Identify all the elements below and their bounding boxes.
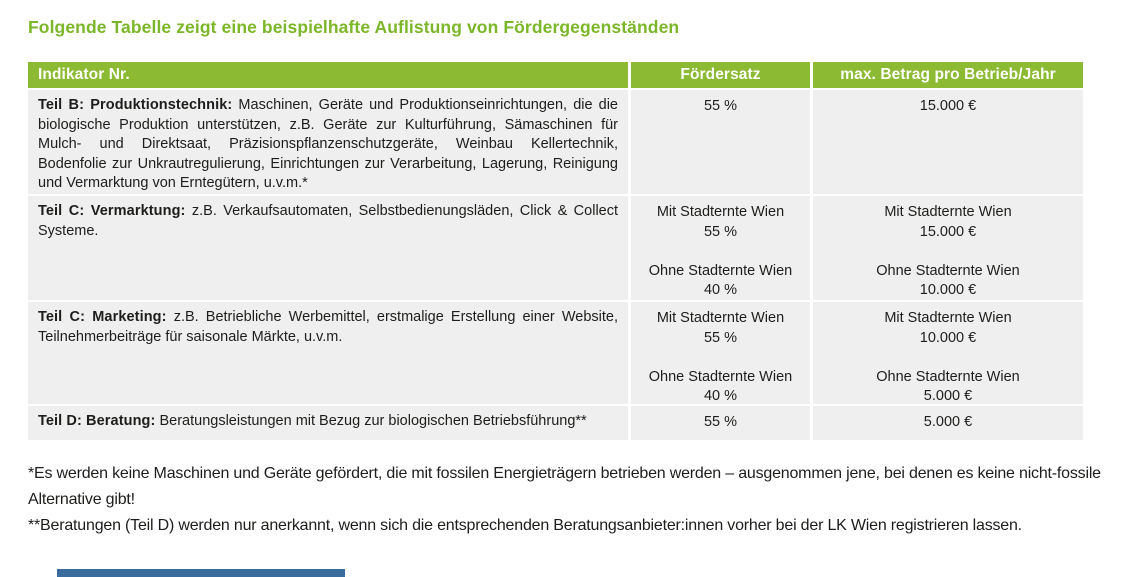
row-teil-b-description-cell: Teil B: Produktionstechnik: Maschinen, G… xyxy=(28,90,628,194)
footnote-beratungen-registrierung: **Beratungen (Teil D) werden nur anerkan… xyxy=(28,517,1022,534)
column-header-foerdersatz: Fördersatz xyxy=(631,62,810,88)
row-teil-c-marketing-betrag-cell: Mit Stadternte Wien 10.000 € Ohne Stadte… xyxy=(813,302,1083,404)
row-teil-c-marketing-lead: Teil C: Marketing: xyxy=(38,309,167,325)
row-teil-c-vermarktung-description-cell: Teil C: Vermarktung: z.B. Verkaufsautoma… xyxy=(28,196,628,300)
row-teil-b-betrag-cell: 15.000 € xyxy=(813,90,1083,194)
column-header-indikator-nr: Indikator Nr. xyxy=(28,62,628,88)
row-teil-c-vermarktung-text: z.B. Verkaufsautomaten, Selbstbedienungs… xyxy=(38,203,619,239)
column-header-max-betrag: max. Betrag pro Betrieb/Jahr xyxy=(813,62,1083,88)
page-title: Folgende Tabelle zeigt eine beispielhaft… xyxy=(28,17,680,37)
row-teil-b-foerdersatz-cell: 55 % xyxy=(631,90,810,194)
row-teil-c-vermarktung-foerdersatz-cell: Mit Stadternte Wien 55 % Ohne Stadternte… xyxy=(631,196,810,300)
row-teil-d-betrag-cell: 5.000 € xyxy=(813,406,1083,440)
row-teil-c-marketing-description-cell: Teil C: Marketing: z.B. Betriebliche Wer… xyxy=(28,302,628,404)
footnote-fossile-energietraeger: *Es werden keine Maschinen und Geräte ge… xyxy=(28,465,1101,508)
row-teil-b-lead: Teil B: Produktionstechnik: xyxy=(38,97,233,113)
bottom-blue-bar xyxy=(57,569,345,577)
row-teil-d-description-cell: Teil D: Beratung: Beratungsleistungen mi… xyxy=(28,406,628,440)
row-teil-c-marketing-text: z.B. Betriebliche Werbemittel, erstmalig… xyxy=(38,309,619,345)
foerdergegenstaende-table: Indikator Nr. Fördersatz max. Betrag pro… xyxy=(28,62,1083,440)
row-teil-d-lead: Teil D: Beratung: xyxy=(38,413,156,429)
footnotes-block: *Es werden keine Maschinen und Geräte ge… xyxy=(28,461,1104,539)
row-teil-c-vermarktung-lead: Teil C: Vermarktung: xyxy=(38,203,186,219)
row-teil-b-text: Maschinen, Geräte und Produktionseinrich… xyxy=(38,97,618,191)
row-teil-c-vermarktung-betrag-cell: Mit Stadternte Wien 15.000 € Ohne Stadte… xyxy=(813,196,1083,300)
row-teil-d-text: Beratungsleistungen mit Bezug zur biolog… xyxy=(159,413,587,429)
row-teil-d-foerdersatz-cell: 55 % xyxy=(631,406,810,440)
row-teil-c-marketing-foerdersatz-cell: Mit Stadternte Wien 55 % Ohne Stadternte… xyxy=(631,302,810,404)
